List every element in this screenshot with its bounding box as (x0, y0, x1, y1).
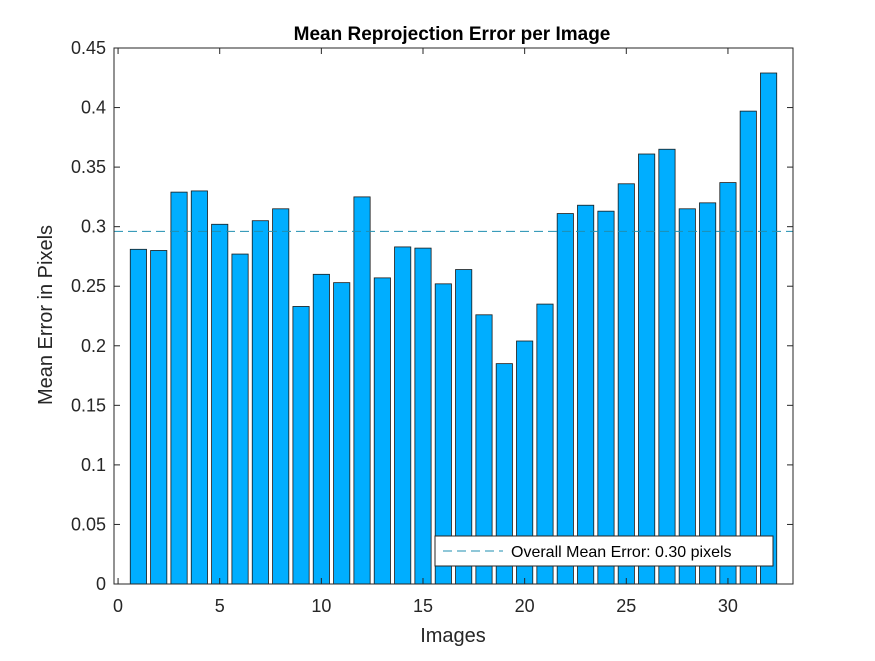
bar-image-27 (658, 148, 676, 585)
bar-image-7 (251, 220, 269, 585)
x-tick-label: 5 (215, 596, 225, 616)
bar-image-2 (150, 250, 168, 585)
y-tick-label: 0.3 (81, 217, 106, 237)
x-tick-label: 10 (311, 596, 331, 616)
bar-image-12 (353, 196, 371, 585)
y-tick-label: 0.1 (81, 455, 106, 475)
bar-image-10 (312, 273, 330, 585)
y-axis-ticks: 0 0.05 0.1 0.15 0.2 0.25 0.3 0.35 0.4 0.45 (71, 38, 793, 594)
x-tick-label: 15 (413, 596, 433, 616)
bar-image-22 (556, 213, 574, 585)
y-tick-label: 0.25 (71, 276, 106, 296)
legend: Overall Mean Error: 0.30 pixels (434, 535, 774, 567)
bar-image-11 (333, 282, 351, 585)
y-tick-label: 0.35 (71, 157, 106, 177)
bar-image-9 (292, 306, 310, 585)
y-tick-label: 0.45 (71, 38, 106, 58)
bar-image-25 (617, 183, 635, 585)
x-tick-label: 25 (616, 596, 636, 616)
x-tick-label: 20 (515, 596, 535, 616)
bar-image-15 (414, 247, 432, 585)
y-tick-label: 0 (96, 574, 106, 594)
bar-image-13 (373, 277, 391, 585)
bars-group (129, 72, 778, 585)
chart-title: Mean Reprojection Error per Image (294, 24, 611, 45)
y-tick-label: 0.4 (81, 98, 106, 118)
bar-image-4 (190, 190, 208, 585)
bar-image-14 (394, 246, 412, 585)
bar-image-28 (678, 208, 696, 585)
bar-image-23 (577, 204, 595, 585)
bar-image-26 (638, 153, 656, 585)
plot-border (113, 47, 794, 585)
bar-image-24 (597, 210, 615, 585)
x-axis-ticks: 0 5 10 15 20 25 30 (113, 48, 738, 616)
bar-image-32 (760, 72, 778, 585)
y-axis-label: Mean Error in Pixels (35, 225, 57, 405)
bar-image-3 (170, 191, 188, 585)
x-axis-label: Images (420, 625, 486, 647)
y-tick-label: 0.05 (71, 514, 106, 534)
bar-image-29 (699, 202, 717, 585)
y-tick-label: 0.2 (81, 336, 106, 356)
bar-image-31 (739, 110, 757, 585)
y-tick-label: 0.15 (71, 395, 106, 415)
bar-image-1 (129, 248, 147, 585)
legend-label: Overall Mean Error: 0.30 pixels (511, 544, 732, 561)
x-tick-label: 30 (718, 596, 738, 616)
bar-image-30 (719, 182, 737, 585)
bar-image-6 (231, 253, 249, 585)
x-tick-label: 0 (113, 596, 123, 616)
bar-image-5 (211, 223, 229, 585)
bar-image-8 (272, 208, 290, 585)
